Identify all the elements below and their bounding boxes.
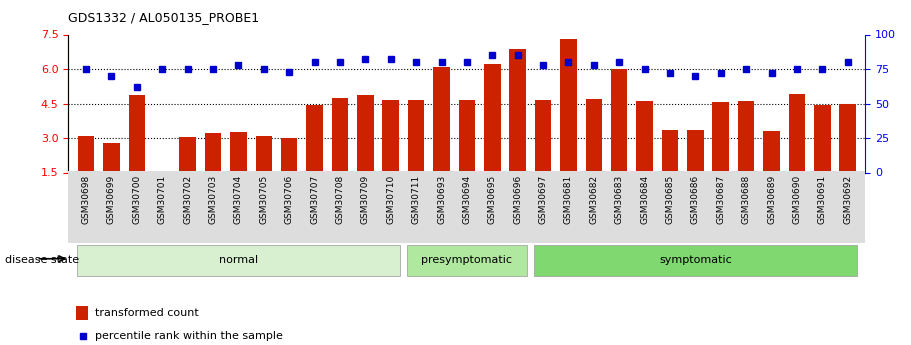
- Text: GSM30708: GSM30708: [335, 175, 344, 224]
- Text: GSM30681: GSM30681: [564, 175, 573, 224]
- FancyBboxPatch shape: [534, 245, 857, 276]
- Bar: [154, 171, 170, 172]
- Text: GSM30709: GSM30709: [361, 175, 370, 224]
- Bar: [637, 101, 653, 172]
- FancyBboxPatch shape: [77, 245, 400, 276]
- Bar: [661, 130, 678, 172]
- Text: presymptomatic: presymptomatic: [422, 256, 512, 265]
- Text: GSM30690: GSM30690: [793, 175, 802, 224]
- Bar: [306, 105, 322, 172]
- Text: transformed count: transformed count: [95, 308, 199, 318]
- Bar: [128, 96, 145, 172]
- Text: GSM30687: GSM30687: [716, 175, 725, 224]
- Bar: [763, 131, 780, 172]
- Text: GSM30700: GSM30700: [132, 175, 141, 224]
- Bar: [281, 138, 297, 172]
- Text: GSM30693: GSM30693: [437, 175, 446, 224]
- Bar: [814, 105, 831, 172]
- Bar: [586, 99, 602, 172]
- Text: normal: normal: [219, 256, 258, 265]
- Bar: [179, 137, 196, 172]
- Text: GSM30688: GSM30688: [742, 175, 751, 224]
- Text: GSM30707: GSM30707: [310, 175, 319, 224]
- Text: GSM30683: GSM30683: [615, 175, 624, 224]
- Text: GSM30698: GSM30698: [82, 175, 90, 224]
- Text: GSM30685: GSM30685: [665, 175, 674, 224]
- Text: GDS1332 / AL050135_PROBE1: GDS1332 / AL050135_PROBE1: [68, 11, 260, 24]
- Text: GSM30706: GSM30706: [284, 175, 293, 224]
- FancyBboxPatch shape: [406, 245, 527, 276]
- Bar: [458, 100, 476, 172]
- Text: GSM30703: GSM30703: [209, 175, 218, 224]
- Bar: [509, 49, 526, 172]
- Text: disease state: disease state: [5, 256, 78, 265]
- Bar: [205, 134, 221, 172]
- Bar: [738, 101, 754, 172]
- Text: GSM30695: GSM30695: [487, 175, 496, 224]
- Text: GSM30710: GSM30710: [386, 175, 395, 224]
- Bar: [77, 136, 95, 172]
- Text: GSM30699: GSM30699: [107, 175, 116, 224]
- Text: GSM30684: GSM30684: [640, 175, 650, 224]
- Bar: [839, 104, 856, 172]
- Bar: [611, 69, 628, 172]
- Bar: [77, 306, 88, 320]
- Text: GSM30711: GSM30711: [412, 175, 421, 224]
- Text: GSM30696: GSM30696: [513, 175, 522, 224]
- Bar: [383, 100, 399, 172]
- Bar: [687, 130, 703, 172]
- Bar: [103, 142, 119, 172]
- Bar: [357, 96, 374, 172]
- Bar: [332, 98, 348, 172]
- Text: GSM30689: GSM30689: [767, 175, 776, 224]
- Text: GSM30705: GSM30705: [260, 175, 269, 224]
- Text: GSM30691: GSM30691: [818, 175, 827, 224]
- Bar: [230, 132, 247, 172]
- Text: GSM30701: GSM30701: [158, 175, 167, 224]
- Bar: [712, 102, 729, 172]
- Text: GSM30686: GSM30686: [691, 175, 700, 224]
- Bar: [484, 65, 500, 172]
- Text: GSM30694: GSM30694: [463, 175, 471, 224]
- Text: GSM30697: GSM30697: [538, 175, 548, 224]
- Bar: [408, 100, 425, 172]
- Text: GSM30704: GSM30704: [234, 175, 243, 224]
- Bar: [560, 39, 577, 172]
- Bar: [535, 100, 551, 172]
- Text: percentile rank within the sample: percentile rank within the sample: [95, 331, 282, 341]
- Text: symptomatic: symptomatic: [659, 256, 732, 265]
- Bar: [256, 136, 272, 172]
- Bar: [789, 94, 805, 172]
- Text: GSM30702: GSM30702: [183, 175, 192, 224]
- Bar: [434, 67, 450, 172]
- Text: GSM30692: GSM30692: [844, 175, 852, 224]
- Text: GSM30682: GSM30682: [589, 175, 599, 224]
